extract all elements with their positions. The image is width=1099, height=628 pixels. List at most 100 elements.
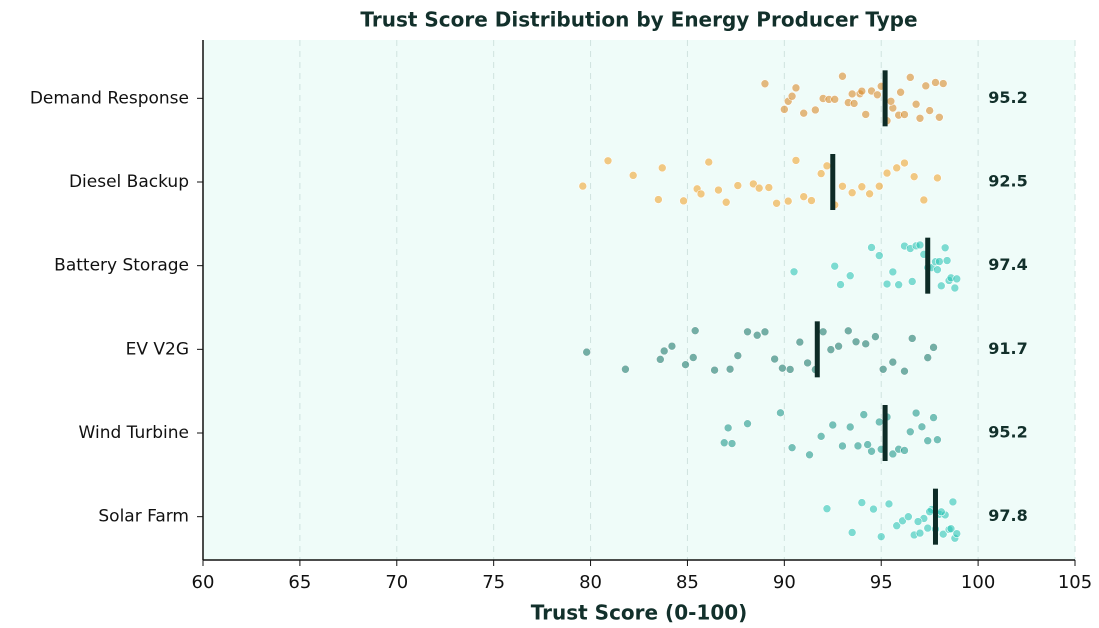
data-point	[667, 341, 677, 351]
data-point	[816, 169, 826, 178]
data-point	[754, 183, 764, 193]
median-bar	[932, 488, 938, 545]
y-tick-label: Diesel Backup	[69, 172, 189, 192]
data-point	[803, 358, 812, 368]
data-point	[830, 261, 840, 271]
data-point	[828, 420, 838, 430]
data-point	[882, 168, 892, 178]
x-tick-label: 85	[676, 572, 699, 593]
data-point	[582, 347, 591, 357]
data-point	[749, 179, 758, 189]
x-tick-label: 65	[288, 572, 311, 593]
data-point	[733, 351, 743, 360]
data-point	[919, 195, 929, 205]
data-point	[933, 173, 942, 183]
data-point	[861, 110, 871, 119]
data-point	[818, 327, 828, 337]
data-point	[925, 507, 934, 517]
data-point	[871, 332, 880, 341]
data-point	[857, 182, 867, 192]
y-tick-label: Demand Response	[30, 88, 189, 108]
data-point	[884, 499, 894, 509]
data-point	[822, 504, 832, 514]
data-point	[760, 79, 770, 89]
data-point	[905, 427, 915, 437]
data-point	[935, 257, 944, 266]
data-point	[822, 161, 832, 171]
data-point	[911, 408, 921, 418]
data-point	[929, 343, 938, 352]
data-point	[621, 364, 630, 374]
data-point	[657, 163, 667, 173]
data-point	[791, 156, 801, 165]
plot-area	[203, 40, 1075, 560]
data-point	[787, 443, 797, 452]
data-point	[845, 271, 855, 280]
x-tick-label: 70	[385, 572, 408, 593]
median-label: 92.5	[988, 172, 1027, 191]
data-point	[905, 73, 915, 82]
data-point	[776, 408, 785, 418]
data-point	[874, 181, 884, 191]
data-point	[847, 188, 857, 198]
data-point	[861, 339, 871, 349]
data-point	[721, 197, 731, 207]
data-point	[923, 523, 933, 533]
data-point	[778, 363, 787, 373]
data-point	[787, 91, 797, 101]
data-point	[845, 422, 855, 432]
data-point	[688, 353, 698, 362]
median-bar	[830, 154, 836, 210]
data-point	[704, 157, 714, 167]
data-point	[869, 504, 878, 514]
data-point	[807, 196, 816, 205]
data-point	[913, 517, 923, 526]
data-point	[892, 163, 902, 173]
data-point	[917, 422, 927, 432]
data-point	[867, 446, 876, 456]
data-point	[882, 279, 892, 289]
y-tick-label: Solar Farm	[98, 507, 189, 527]
data-point	[853, 441, 863, 451]
data-point	[878, 364, 888, 374]
data-point	[816, 432, 826, 441]
data-point	[849, 99, 859, 108]
data-point	[863, 440, 872, 449]
data-point	[785, 365, 795, 374]
median-label: 97.8	[988, 506, 1027, 525]
data-point	[805, 450, 814, 460]
x-tick-label: 90	[773, 572, 796, 593]
data-point	[925, 106, 934, 115]
x-tick-label: 95	[870, 572, 893, 593]
data-point	[578, 181, 588, 191]
data-point	[904, 512, 913, 521]
data-point	[892, 521, 902, 531]
median-label: 91.7	[988, 339, 1027, 358]
data-point	[888, 449, 898, 459]
data-point	[888, 357, 898, 367]
data-point	[874, 417, 884, 427]
data-point	[865, 189, 874, 199]
data-point	[681, 360, 690, 369]
data-point	[867, 243, 876, 252]
data-point	[714, 185, 723, 195]
data-point	[628, 171, 638, 180]
data-point	[896, 87, 905, 97]
data-point	[725, 364, 735, 374]
x-tick-label: 80	[579, 572, 602, 593]
data-point	[799, 108, 809, 118]
data-point	[847, 89, 857, 99]
data-point	[760, 327, 770, 337]
data-point	[834, 341, 843, 351]
chart-title: Trust Score Distribution by Energy Produ…	[360, 8, 917, 32]
data-point	[933, 435, 942, 445]
data-point	[886, 96, 896, 106]
data-point	[911, 99, 921, 109]
data-point	[952, 274, 962, 284]
data-point	[723, 423, 733, 433]
data-point	[826, 345, 836, 354]
data-point	[907, 334, 917, 343]
data-point	[811, 105, 820, 115]
data-point	[783, 196, 793, 206]
data-point	[743, 419, 752, 428]
